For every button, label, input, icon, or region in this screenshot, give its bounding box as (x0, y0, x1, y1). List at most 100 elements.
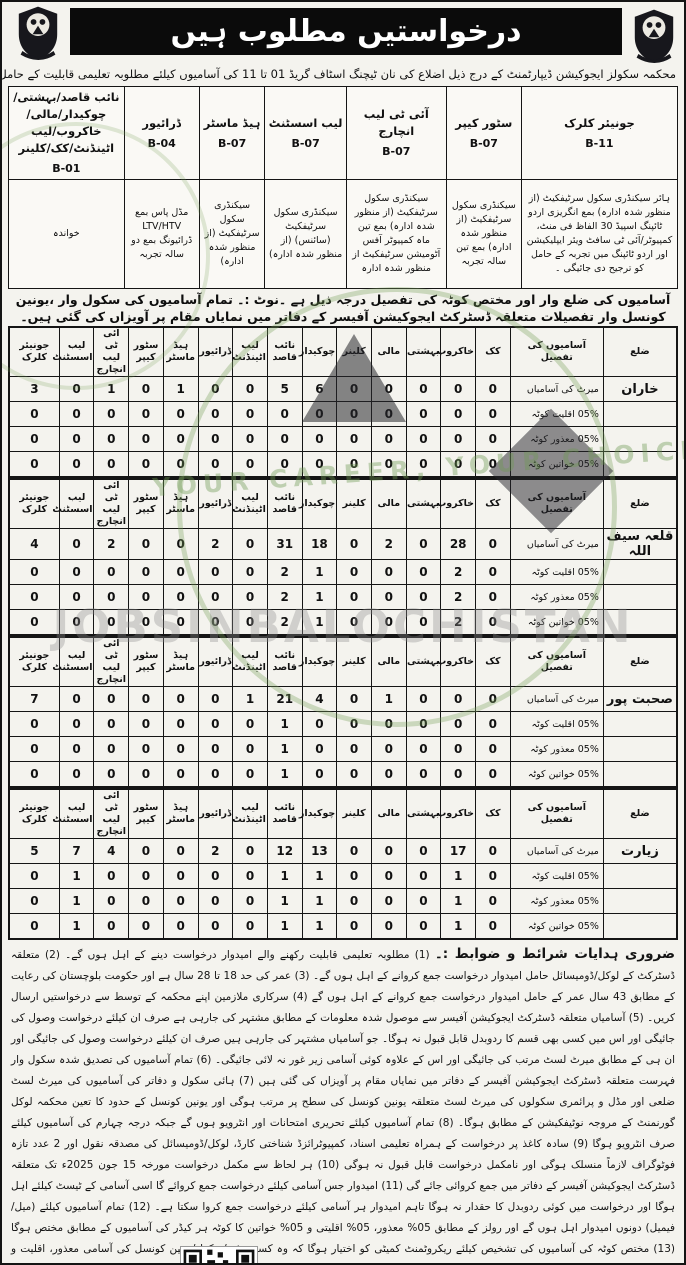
count-cell: 7 (8, 686, 60, 712)
col-header-1: کک (475, 788, 511, 839)
count-cell: 1 (440, 863, 477, 889)
count-cell: 1 (301, 863, 338, 889)
count-cell: 0 (128, 863, 164, 889)
position-title: آئی ٹی لیب انچارج (363, 107, 429, 138)
col-header-7: نائب قاصد (266, 788, 303, 839)
count-cell: 2 (440, 584, 477, 610)
col-header-9: ڈرائیور (197, 636, 234, 687)
col-header-14: جونیئر کلرک (8, 478, 60, 529)
count-cell: 0 (475, 451, 511, 478)
count-cell: 0 (405, 426, 442, 452)
row-label-cell: 05% معذور کوٹہ (509, 736, 604, 762)
count-cell: 1 (232, 686, 268, 712)
count-cell: 13 (301, 838, 338, 864)
count-cell: 0 (58, 559, 95, 585)
count-cell: 0 (266, 426, 303, 452)
position-qualification-6: مڈل پاس بمع LTV/HTV ڈرائیونگ بمع دو سالہ… (123, 179, 200, 289)
count-cell: 0 (405, 686, 442, 712)
count-cell: 0 (197, 376, 234, 402)
district-data-row: 05% خواتین کوٹہ 0 2 0 0 0 1 2 0 0 0 0 0 0 0 (8, 609, 678, 636)
count-cell: 5 (266, 376, 303, 402)
count-cell: 4 (301, 686, 338, 712)
col-header-13: لیب اسسٹنٹ (52, 788, 95, 839)
col-header-7: نائب قاصد (266, 478, 303, 529)
count-cell: 1 (266, 863, 303, 889)
district-header-row: ضلع آسامیوں کی تفصیل کک خاکروب بہشتی مالی کلین… (8, 478, 678, 529)
col-header-14: جونیئر کلرک (8, 788, 60, 839)
count-cell: 0 (405, 888, 442, 914)
district-data-row: 05% اقلیت کوٹہ 0 1 0 0 0 1 1 0 0 0 0 0 1 0 (8, 863, 678, 889)
position-qualification-5: سیکنڈری سکول سرٹیفکیٹ (از منظور شدہ ادار… (198, 179, 266, 289)
count-cell: 1 (58, 888, 95, 914)
count-cell: 0 (232, 609, 268, 636)
count-cell: 0 (93, 451, 130, 478)
district-table-2: ضلع آسامیوں کی تفصیل کک خاکروب بہشتی مالی کلین… (8, 478, 678, 636)
count-cell: 0 (475, 761, 511, 788)
count-cell: 0 (232, 528, 268, 560)
district-name-cell (602, 609, 678, 636)
count-cell: 0 (8, 609, 60, 636)
count-cell: 0 (440, 401, 477, 427)
count-cell: 0 (8, 736, 60, 762)
count-cell: 0 (197, 559, 234, 585)
count-cell: 0 (197, 686, 234, 712)
count-cell: 0 (8, 711, 60, 737)
count-cell: 0 (58, 401, 95, 427)
header: درخواستیں مطلوب ہیں (2, 2, 684, 64)
count-cell: 0 (8, 559, 60, 585)
count-cell: 0 (336, 913, 372, 940)
count-cell: 0 (475, 426, 511, 452)
district-data-row: 05% معذور کوٹہ 0 1 0 0 0 1 1 0 0 0 0 0 1 0 (8, 888, 678, 914)
position-header-2: سٹور کیپر B-07 (445, 86, 522, 180)
count-cell: 2 (266, 584, 303, 610)
count-cell: 0 (370, 559, 407, 585)
count-cell: 0 (475, 686, 511, 712)
intro-line: محکمہ سکولز ایجوکیشن ڈیپارٹمنٹ کے درج ذی… (2, 67, 676, 81)
district-name-cell (602, 426, 678, 452)
count-cell: 0 (162, 584, 199, 610)
count-cell: 0 (93, 761, 130, 788)
district-data-row: قلعہ سیف اللہ میرٹ کی آسامیاں 0 28 0 2 0 18 31 0 2… (8, 528, 678, 560)
count-cell: 0 (475, 376, 511, 402)
count-cell: 0 (370, 584, 407, 610)
terms-and-conditions: ضروری ہدایات شرائط و ضوابط :۔ (1) مطلوبہ… (2, 940, 684, 1258)
count-cell: 0 (370, 888, 407, 914)
count-cell: 0 (197, 401, 234, 427)
count-cell: 0 (405, 584, 442, 610)
count-cell: 0 (162, 401, 199, 427)
count-cell: 0 (370, 913, 407, 940)
count-cell: 0 (8, 761, 60, 788)
row-label-cell: 05% خواتین کوٹہ (509, 451, 604, 478)
col-header-1: کک (475, 636, 511, 687)
count-cell: 0 (8, 888, 60, 914)
count-cell: 0 (336, 559, 372, 585)
count-cell: 0 (301, 761, 338, 788)
district-table-4: ضلع آسامیوں کی تفصیل کک خاکروب بہشتی مالی کلین… (8, 788, 678, 940)
count-cell: 0 (162, 761, 199, 788)
district-data-row: 05% اقلیت کوٹہ 0 0 0 0 0 0 0 0 0 0 0 0 0 0 (8, 401, 678, 427)
count-cell: 0 (336, 376, 372, 402)
district-quota-note: آسامیوں کی ضلع وار اور مختص کوٹہ کی تفصی… (15, 292, 671, 324)
row-label-cell: 05% خواتین کوٹہ (509, 761, 604, 788)
district-name-cell (602, 761, 678, 788)
count-cell: 0 (162, 863, 199, 889)
count-cell: 0 (128, 838, 164, 864)
count-cell: 2 (266, 609, 303, 636)
count-cell: 0 (266, 451, 303, 478)
count-cell: 1 (301, 559, 338, 585)
count-cell: 0 (128, 528, 164, 560)
count-cell: 0 (128, 584, 164, 610)
district-tables: ضلع آسامیوں کی تفصیل کک خاکروب بہشتی مالی کلین… (2, 326, 684, 940)
count-cell: 0 (440, 761, 477, 788)
position-qualification-4: سیکنڈری سکول سرٹیفکیٹ (سائنس) (از منظور … (264, 179, 347, 289)
count-cell: 0 (93, 711, 130, 737)
district-name-cell (602, 584, 678, 610)
district-data-row: 05% اقلیت کوٹہ 0 0 0 0 0 0 1 0 0 0 0 0 0 0 (8, 711, 678, 737)
district-name-cell (602, 711, 678, 737)
col-header-district: ضلع (602, 478, 678, 529)
count-cell: 0 (8, 451, 60, 478)
col-header-8: لیب اٹینڈنٹ (232, 788, 268, 839)
district-name-cell: صحبت پور (602, 686, 678, 712)
district-name-cell (602, 736, 678, 762)
count-cell: 0 (405, 401, 442, 427)
